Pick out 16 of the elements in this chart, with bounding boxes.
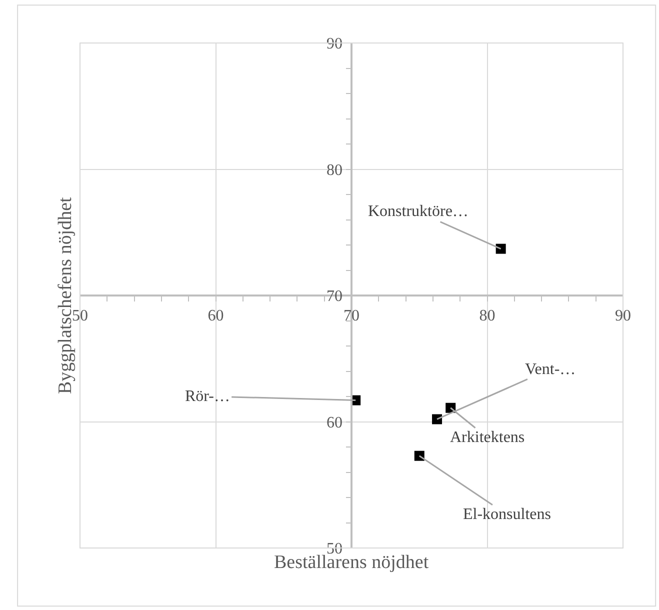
annotation: Rör-… <box>185 388 230 405</box>
annotation: Konstruktöre… <box>368 203 468 220</box>
y-tick-label: 60 <box>326 414 343 432</box>
annotation: Vent-… <box>525 361 576 378</box>
x-tick-label: 90 <box>615 307 631 324</box>
annotation: El-konsultens <box>463 506 551 523</box>
point <box>414 450 424 461</box>
x-tick-label: 80 <box>479 307 496 324</box>
x-tick-label: 60 <box>208 307 224 324</box>
point <box>432 414 442 424</box>
annotation: Arkitektens <box>450 429 525 446</box>
x-axis-title: Beställarens nöjdhet <box>274 552 430 573</box>
point <box>496 244 506 254</box>
x-tick-label: 70 <box>344 307 360 324</box>
y-tick-label: 70 <box>326 288 343 306</box>
y-tick-label: 80 <box>326 162 343 179</box>
